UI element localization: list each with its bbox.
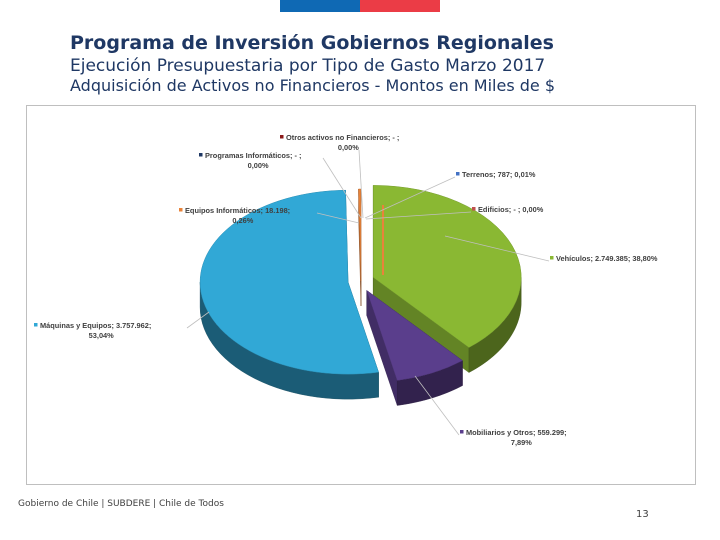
label-percent-maquinas-y-equipos: 53,04% <box>89 331 114 340</box>
pie-chart: Vehículos; 2.749.385; 38,80% Mobiliarios … <box>34 133 658 447</box>
legend-swatch-edificios <box>472 207 476 211</box>
label-text-programas-informaticos: Programas Informáticos; - ; <box>205 151 302 160</box>
legend-swatch-terrenos <box>456 172 460 176</box>
pie-slice-sliver <box>382 205 384 275</box>
slice-top-mobiliarios-y-otros <box>366 289 463 381</box>
data-label-vehiculos: Vehículos; 2.749.385; 38,80% <box>444 235 658 263</box>
label-text-terrenos: Terrenos; 787; 0,01% <box>462 170 536 179</box>
data-label-edificios: Edificios; - ; 0,00% <box>365 205 544 220</box>
legend-swatch-otros-activos-no-financieros <box>280 135 284 139</box>
pie-chart-frame: Vehículos; 2.749.385; 38,80% Mobiliarios … <box>26 105 696 485</box>
data-label-programas-informaticos: Programas Informáticos; - ;0,00% <box>199 151 362 219</box>
brand-bar-red <box>360 0 440 12</box>
page-subtitle-2: Adquisición de Activos no Financieros - … <box>70 76 556 95</box>
label-percent-equipos-informaticos: 0,26% <box>232 216 253 225</box>
slice-top-vehiculos <box>372 185 522 348</box>
label-text-vehiculos: Vehículos; 2.749.385; 38,80% <box>556 254 658 263</box>
leader-line-equipos-informaticos <box>316 212 360 224</box>
label-text-edificios: Edificios; - ; 0,00% <box>478 205 544 214</box>
label-percent-otros-activos-no-financieros: 0,00% <box>338 143 359 152</box>
legend-swatch-maquinas-y-equipos <box>34 323 38 327</box>
pie-slice-maquinas-y-equipos <box>199 189 379 400</box>
label-percent-mobiliarios-y-otros: 7,89% <box>511 438 532 447</box>
leader-line-maquinas-y-equipos <box>186 311 210 329</box>
pie-slice-equipos-informaticos <box>358 188 362 307</box>
label-text-equipos-informaticos: Equipos Informáticos; 18.198; <box>185 206 290 215</box>
leader-line-otros-activos-no-financieros <box>358 149 364 219</box>
label-percent-programas-informaticos: 0,00% <box>248 161 269 170</box>
legend-swatch-vehiculos <box>550 256 554 260</box>
page-title: Programa de Inversión Gobiernos Regional… <box>70 32 554 54</box>
slice-top-maquinas-y-equipos <box>199 189 379 375</box>
data-label-terrenos: Terrenos; 787; 0,01% <box>364 170 536 219</box>
legend-swatch-programas-informaticos <box>199 153 203 157</box>
label-text-otros-activos-no-financieros: Otros activos no Financieros; - ; <box>286 133 399 142</box>
data-label-maquinas-y-equipos: Máquinas y Equipos; 3.757.962;53,04% <box>34 311 210 340</box>
data-label-equipos-informaticos: Equipos Informáticos; 18.198;0,26% <box>179 206 360 225</box>
footer-text: Gobierno de Chile | SUBDERE | Chile de T… <box>18 499 224 509</box>
legend-swatch-mobiliarios-y-otros <box>460 430 464 434</box>
legend-swatch-equipos-informaticos <box>179 208 183 212</box>
page-subtitle: Ejecución Presupuestaria por Tipo de Gas… <box>70 56 546 76</box>
label-text-mobiliarios-y-otros: Mobiliarios y Otros; 559.299; <box>466 428 567 437</box>
leader-line-programas-informaticos <box>322 157 362 219</box>
leader-line-mobiliarios-y-otros <box>414 375 460 436</box>
brand-bar-blue <box>280 0 360 12</box>
data-label-mobiliarios-y-otros: Mobiliarios y Otros; 559.299;7,89% <box>414 375 567 447</box>
pie-slice-mobiliarios-y-otros <box>366 289 463 406</box>
brand-color-bar <box>280 0 440 12</box>
label-text-maquinas-y-equipos: Máquinas y Equipos; 3.757.962; <box>40 321 151 330</box>
page-number: 13 <box>636 509 649 520</box>
leader-line-edificios <box>365 211 472 220</box>
leader-line-vehiculos <box>444 235 550 262</box>
leader-line-terrenos <box>364 176 456 219</box>
data-label-otros-activos-no-financieros: Otros activos no Financieros; - ;0,00% <box>280 133 399 219</box>
